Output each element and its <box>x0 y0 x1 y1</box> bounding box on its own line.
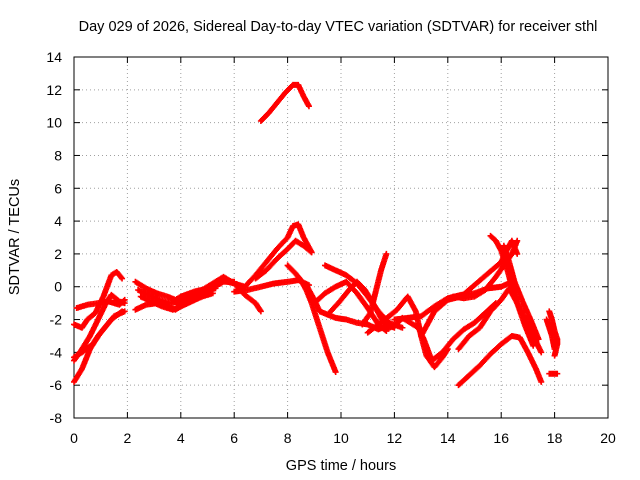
grid <box>74 57 608 418</box>
x-tick-label: 16 <box>493 430 509 446</box>
y-tick-label: -4 <box>50 344 63 360</box>
data-point <box>117 309 124 316</box>
data-point <box>119 308 126 315</box>
x-tick-label: 4 <box>177 430 185 446</box>
y-tick-label: 8 <box>54 147 62 163</box>
data-point <box>307 248 314 255</box>
data-point <box>257 308 264 315</box>
data-point <box>332 369 339 376</box>
data-point <box>514 237 521 244</box>
series-arc-ac <box>455 285 537 353</box>
y-tick-label: 0 <box>54 279 62 295</box>
chart-title: Day 029 of 2026, Sidereal Day-to-day VTE… <box>79 19 598 35</box>
x-tick-label: 6 <box>230 430 238 446</box>
data-point <box>119 275 126 282</box>
y-axis-label: SDTVAR / TECUs <box>7 179 23 295</box>
series-arc-o <box>284 262 339 376</box>
series-arc-aa <box>500 242 542 343</box>
series-arc-n <box>257 81 312 124</box>
series-arc-af <box>546 370 561 377</box>
data-point <box>121 296 128 303</box>
series-arc-i <box>137 290 216 313</box>
y-tick-label: 14 <box>46 49 62 65</box>
y-tick-labels: -8 -6 -4 -2 0 2 4 6 8 10 12 14 <box>46 49 62 426</box>
x-tick-label: 2 <box>124 430 132 446</box>
data-point <box>551 352 558 359</box>
data-point <box>383 250 390 257</box>
x-axis-label: GPS time / hours <box>286 458 396 474</box>
data-point <box>514 250 521 257</box>
y-tick-label: 2 <box>54 246 62 262</box>
data-point <box>399 324 406 331</box>
x-tick-label: 20 <box>600 430 616 446</box>
x-tick-label: 12 <box>387 430 403 446</box>
data-point <box>535 336 542 343</box>
data-marks <box>71 81 561 389</box>
y-tick-label: 6 <box>54 180 62 196</box>
data-point <box>118 274 125 281</box>
series-arc-d <box>73 296 128 312</box>
axis-ticks <box>73 56 609 419</box>
x-tick-label: 8 <box>284 430 292 446</box>
x-tick-label: 18 <box>547 430 563 446</box>
series-arc-m <box>252 237 315 282</box>
data-point <box>538 378 545 385</box>
y-tick-label: 12 <box>46 82 62 98</box>
x-tick-label: 10 <box>333 430 349 446</box>
y-tick-label: -2 <box>50 312 63 328</box>
data-point <box>209 290 216 297</box>
data-point <box>538 349 545 356</box>
x-tick-label: 0 <box>70 430 78 446</box>
data-point <box>551 346 558 353</box>
data-point <box>120 297 127 304</box>
y-tick-label: 4 <box>54 213 62 229</box>
y-tick-label: 10 <box>46 115 62 131</box>
data-point <box>554 370 561 377</box>
series-arc-e <box>71 308 126 361</box>
data-point <box>308 249 315 256</box>
y-tick-label: -8 <box>50 410 63 426</box>
series-arc-ab <box>455 332 545 389</box>
y-tick-label: -6 <box>50 377 63 393</box>
series-arc-ae <box>543 316 558 353</box>
series-arc-t <box>321 262 406 331</box>
data-point <box>305 103 312 110</box>
data-point <box>530 342 537 349</box>
x-tick-labels: 0 2 4 6 8 10 12 14 16 18 20 <box>70 430 616 446</box>
x-tick-label: 14 <box>440 430 456 446</box>
